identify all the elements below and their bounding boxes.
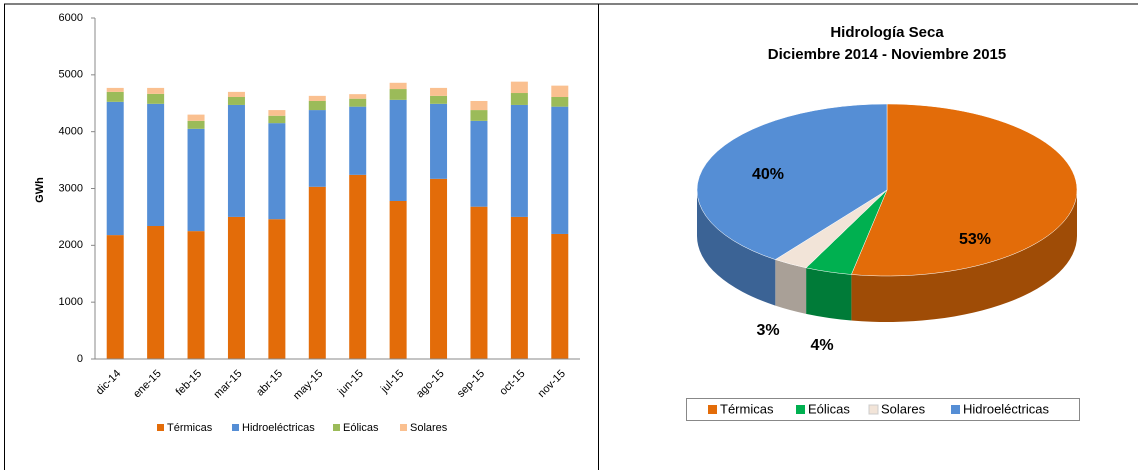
x-tick-label: may-15 (291, 368, 325, 402)
bar-segment (227, 104, 245, 217)
x-tick-label: dic-14 (94, 368, 124, 398)
bar-segment (227, 91, 245, 97)
x-tick-label: jun-15 (335, 368, 366, 399)
pie-slice (851, 103, 1078, 277)
bar-segment (430, 95, 448, 104)
x-tick-label: feb-15 (174, 368, 205, 399)
chart-title: Hidrología Seca (830, 24, 944, 41)
bar-segment (349, 106, 367, 175)
data-label: 3% (756, 322, 779, 339)
bar-segment (430, 103, 448, 179)
bar-segment (551, 106, 569, 234)
y-tick-label: 0 (77, 353, 83, 365)
y-tick-label: 4000 (59, 126, 83, 138)
legend-label: Eólicas (808, 401, 850, 416)
bar-segment (106, 235, 124, 359)
legend-label: Hidroeléctricas (242, 422, 315, 434)
y-tick-label: 3000 (59, 182, 83, 194)
bar-segment (470, 206, 488, 359)
x-tick-label: mar-15 (212, 368, 245, 401)
y-tick-label: 6000 (59, 12, 83, 24)
legend-label: Solares (881, 401, 926, 416)
bar-segment (106, 101, 124, 236)
bar-segment (510, 216, 528, 359)
bar-segment (389, 201, 407, 359)
bar-segment (389, 89, 407, 100)
bar-segment (349, 174, 367, 359)
bar-segment (147, 226, 165, 359)
y-tick-label: 2000 (59, 239, 83, 251)
pie-side (806, 267, 852, 321)
bar-segment (268, 219, 286, 359)
legend-swatch (157, 424, 164, 431)
x-tick-label: jul-15 (378, 368, 406, 396)
y-axis-label: GWh (34, 177, 46, 203)
bar-segment (187, 114, 205, 121)
bar-segment (147, 93, 165, 104)
bar-segment (268, 115, 286, 124)
bar-segment (268, 110, 286, 116)
legend-swatch (796, 405, 805, 414)
legend-swatch (951, 405, 960, 414)
bar-segment (551, 233, 569, 359)
bar-segment (106, 91, 124, 102)
bar-segment (389, 99, 407, 202)
legend-swatch (868, 404, 879, 415)
x-tick-label: ene-15 (131, 368, 164, 401)
legend-swatch (232, 424, 239, 431)
pie-side (775, 259, 807, 314)
y-tick-label: 5000 (59, 69, 83, 81)
bar-segment (308, 110, 326, 187)
bar-segment (349, 98, 367, 107)
bar-segment (430, 178, 448, 359)
bar-segment (147, 87, 165, 94)
bar-segment (308, 186, 326, 359)
bar-segment (187, 128, 205, 232)
bar-segment (308, 100, 326, 111)
bar-segment (470, 100, 488, 111)
legend-swatch (333, 424, 340, 431)
x-tick-label: ago-15 (414, 368, 447, 401)
bar-segment (106, 87, 124, 92)
bar-segment (470, 110, 488, 121)
legend-box (686, 398, 1080, 421)
bar-segment (510, 104, 528, 217)
x-tick-label: nov-15 (536, 368, 568, 400)
legend-label: Térmicas (720, 401, 774, 416)
bar-segment (551, 85, 569, 97)
bar-segment (268, 123, 286, 220)
legend-label: Hidroeléctricas (963, 401, 1049, 416)
bar-segment (430, 87, 448, 96)
bar-segment (510, 93, 528, 105)
bar-segment (389, 82, 407, 90)
bar-segment (510, 81, 528, 94)
y-tick-label: 1000 (59, 296, 83, 308)
legend-label: Eólicas (343, 422, 379, 434)
bar-segment (349, 94, 367, 99)
bar-segment (147, 103, 165, 227)
x-tick-label: abr-15 (254, 368, 285, 399)
bar-segment (187, 231, 205, 359)
x-tick-label: sep-15 (455, 368, 487, 400)
data-label: 53% (959, 231, 991, 248)
x-tick-label: oct-15 (497, 368, 527, 398)
bar-segment (227, 216, 245, 359)
bar-segment (227, 96, 245, 105)
bar-segment (308, 95, 326, 101)
pie-side (851, 190, 1077, 322)
pie-slice (696, 103, 888, 260)
legend-label: Térmicas (167, 422, 213, 434)
legend-label: Solares (410, 422, 448, 434)
bar-segment (470, 120, 488, 207)
data-label: 40% (752, 166, 784, 183)
legend-swatch (400, 424, 407, 431)
legend-swatch (708, 405, 717, 414)
chart-subtitle: Diciembre 2014 - Noviembre 2015 (768, 46, 1006, 63)
data-label: 4% (810, 337, 833, 354)
pie-side (697, 190, 776, 306)
bar-segment (187, 120, 205, 129)
bar-segment (551, 96, 569, 107)
